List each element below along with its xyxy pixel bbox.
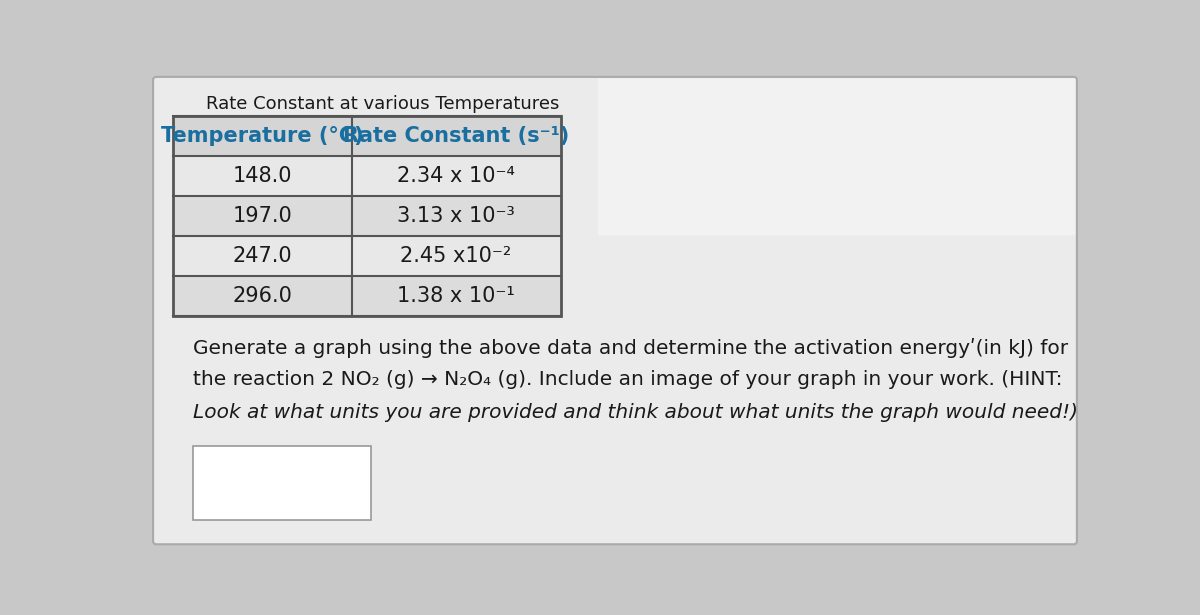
FancyBboxPatch shape: [598, 79, 1075, 236]
Text: 148.0: 148.0: [233, 166, 292, 186]
Bar: [173, 116, 560, 156]
Bar: [173, 116, 560, 316]
Text: Look at what units you are provided and think about what units the graph would n: Look at what units you are provided and …: [193, 403, 1078, 422]
Text: 1.38 x 10⁻¹: 1.38 x 10⁻¹: [397, 287, 515, 306]
FancyBboxPatch shape: [154, 77, 1076, 544]
Text: Temperature (°C): Temperature (°C): [161, 126, 364, 146]
Text: 247.0: 247.0: [233, 246, 292, 266]
Text: the reaction 2 NO₂ (g) → N₂O₄ (g). Include an image of your graph in your work. : the reaction 2 NO₂ (g) → N₂O₄ (g). Inclu…: [193, 370, 1062, 389]
Bar: [193, 446, 371, 520]
Text: 197.0: 197.0: [233, 206, 293, 226]
Bar: [173, 196, 560, 236]
Bar: [173, 236, 560, 276]
Text: Generate a graph using the above data and determine the activation energyʹ(in kJ: Generate a graph using the above data an…: [193, 338, 1068, 358]
Bar: [173, 156, 560, 196]
Text: 296.0: 296.0: [233, 287, 293, 306]
Text: Rate Constant (s⁻¹): Rate Constant (s⁻¹): [343, 126, 569, 146]
Bar: [173, 276, 560, 316]
Text: 2.45 x10⁻²: 2.45 x10⁻²: [401, 246, 512, 266]
Text: Rate Constant at various Temperatures: Rate Constant at various Temperatures: [206, 95, 559, 113]
Text: 3.13 x 10⁻³: 3.13 x 10⁻³: [397, 206, 515, 226]
Text: 2.34 x 10⁻⁴: 2.34 x 10⁻⁴: [397, 166, 515, 186]
